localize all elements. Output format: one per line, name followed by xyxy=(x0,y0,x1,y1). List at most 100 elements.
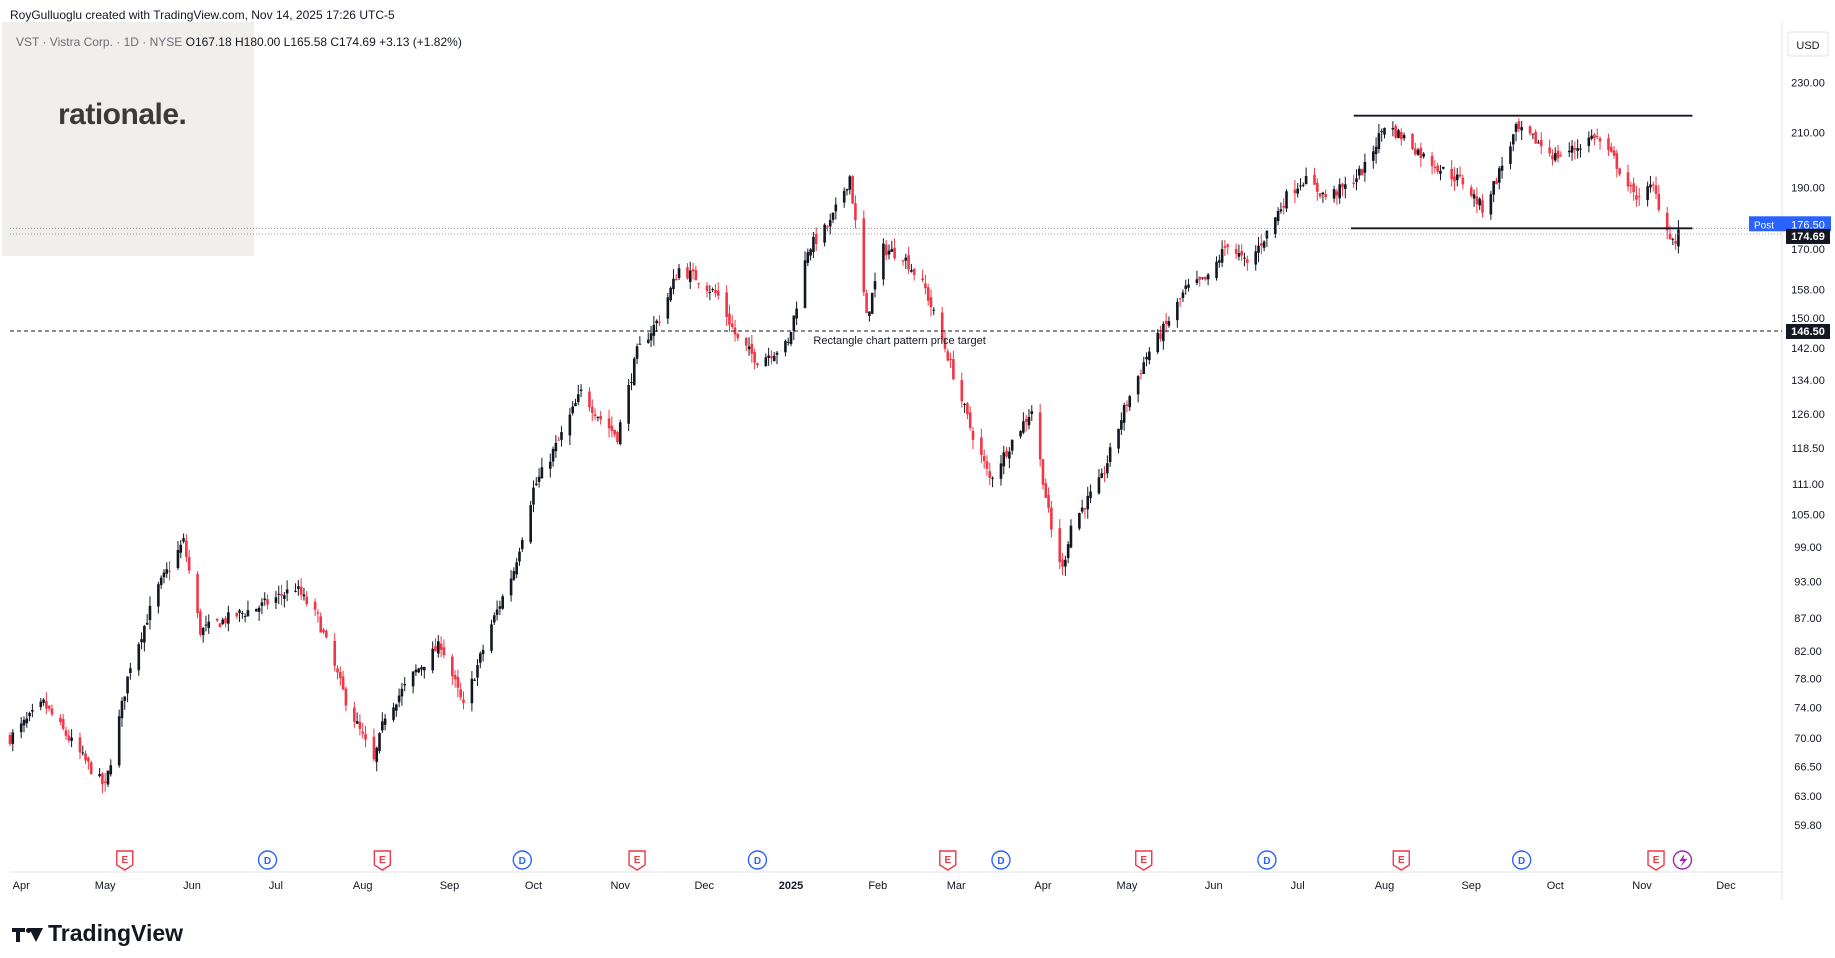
candle-body xyxy=(1293,189,1297,194)
candle-body xyxy=(344,688,348,706)
candle-body xyxy=(434,645,437,652)
candle-body xyxy=(610,425,614,431)
candle-body xyxy=(1198,276,1202,280)
time-tick-label: Aug xyxy=(1375,880,1395,892)
candle-body xyxy=(775,352,779,355)
candle-body xyxy=(982,456,986,462)
candle-body xyxy=(1240,251,1244,256)
candle-body xyxy=(1215,261,1218,279)
candle-body xyxy=(929,297,933,307)
candle-body xyxy=(87,757,90,762)
candle-body xyxy=(1553,153,1557,161)
earnings-letter: E xyxy=(944,855,951,866)
earnings-marker[interactable]: E xyxy=(116,850,134,871)
candle-body xyxy=(786,341,790,343)
split-event-marker[interactable] xyxy=(1672,850,1693,870)
dividend-marker[interactable]: D xyxy=(1257,850,1277,870)
candle-body xyxy=(705,285,709,292)
earnings-icon xyxy=(939,850,957,871)
candle-body xyxy=(336,668,339,673)
candle-body xyxy=(873,281,877,290)
candle-body xyxy=(1061,559,1064,567)
candle-body xyxy=(686,267,689,279)
earnings-marker[interactable]: E xyxy=(373,850,392,871)
candle-body xyxy=(470,678,474,704)
candle-body xyxy=(733,327,737,335)
dividend-marker[interactable]: D xyxy=(512,850,532,870)
candle-body xyxy=(255,608,258,612)
time-tick-label: Sep xyxy=(440,880,460,892)
time-tick-label: Feb xyxy=(868,880,887,892)
candle-body xyxy=(1548,147,1551,154)
candle-body xyxy=(1615,153,1619,169)
candle-body xyxy=(1665,212,1669,231)
candle-body xyxy=(1492,181,1495,195)
dividend-marker[interactable]: D xyxy=(991,850,1011,870)
time-tick-label: Nov xyxy=(610,880,630,892)
candle-body xyxy=(652,324,656,336)
logo-panel: rationale. xyxy=(2,22,254,256)
candle-body xyxy=(669,287,672,301)
candle-body xyxy=(616,432,619,443)
candle-body xyxy=(632,358,636,386)
candle-body xyxy=(1478,198,1481,206)
candle-body xyxy=(260,602,264,606)
price-tick-label: 210.00 xyxy=(1791,127,1825,139)
candle-body xyxy=(960,380,964,402)
candle-body xyxy=(31,710,34,712)
dividend-marker[interactable]: D xyxy=(1511,850,1532,870)
earnings-marker[interactable]: E xyxy=(628,850,646,871)
price-tick-label: 74.00 xyxy=(1794,702,1822,714)
candle-body xyxy=(579,389,583,392)
candle-body xyxy=(1136,376,1140,395)
candle-body xyxy=(560,432,563,440)
candle-body xyxy=(1593,134,1596,139)
currency-box[interactable] xyxy=(1787,31,1829,57)
target-price-badge xyxy=(1786,323,1830,339)
earnings-marker[interactable]: E xyxy=(939,850,957,871)
candle-body xyxy=(884,244,888,256)
candle-body xyxy=(1257,245,1260,253)
time-tick-label: Jun xyxy=(183,880,201,892)
candle-body xyxy=(199,611,202,635)
price-chart[interactable]: USD 230.00 210.00 190.00 170.00 158.00 150.00… xyxy=(0,0,1835,900)
candle-body xyxy=(1313,174,1316,185)
earnings-icon xyxy=(1135,850,1153,871)
candle-body xyxy=(1500,165,1504,171)
price-tick-label: 126.00 xyxy=(1791,409,1825,421)
candle-body xyxy=(520,539,524,550)
candle-body xyxy=(576,394,580,403)
price-tick-label: 70.00 xyxy=(1794,733,1822,745)
candle-body xyxy=(1363,161,1367,173)
candle-body xyxy=(1657,193,1661,210)
dividend-icon xyxy=(257,850,278,870)
candle-body xyxy=(45,701,48,709)
dividend-marker[interactable]: D xyxy=(747,850,768,870)
earnings-marker[interactable]: E xyxy=(1647,850,1665,871)
price-tick-label: 105.00 xyxy=(1791,510,1825,522)
candle-body xyxy=(691,269,695,272)
earnings-marker[interactable]: E xyxy=(1135,850,1153,871)
candle-body xyxy=(912,268,916,275)
candle-body xyxy=(439,643,443,650)
candle-body xyxy=(714,289,717,294)
candle-body xyxy=(924,283,927,289)
dividend-marker[interactable]: D xyxy=(257,850,278,870)
candle-body xyxy=(400,688,404,697)
candle-body xyxy=(590,406,594,413)
candle-body xyxy=(263,598,267,601)
candle-body xyxy=(607,418,611,429)
earnings-marker[interactable]: E xyxy=(1392,850,1410,871)
candle-body xyxy=(1520,127,1523,131)
credit-line: RoyGulluoglu created with TradingView.co… xyxy=(10,8,395,22)
candle-body xyxy=(646,339,650,343)
candle-body xyxy=(593,414,597,417)
candle-body xyxy=(1058,528,1062,563)
candle-body xyxy=(1511,134,1515,145)
time-tick-label: Jun xyxy=(1205,880,1223,892)
candle-body xyxy=(744,337,748,346)
candle-body xyxy=(1455,174,1459,181)
candle-body xyxy=(1531,133,1535,135)
candle-body xyxy=(1282,205,1286,208)
candle-body xyxy=(1010,439,1014,451)
